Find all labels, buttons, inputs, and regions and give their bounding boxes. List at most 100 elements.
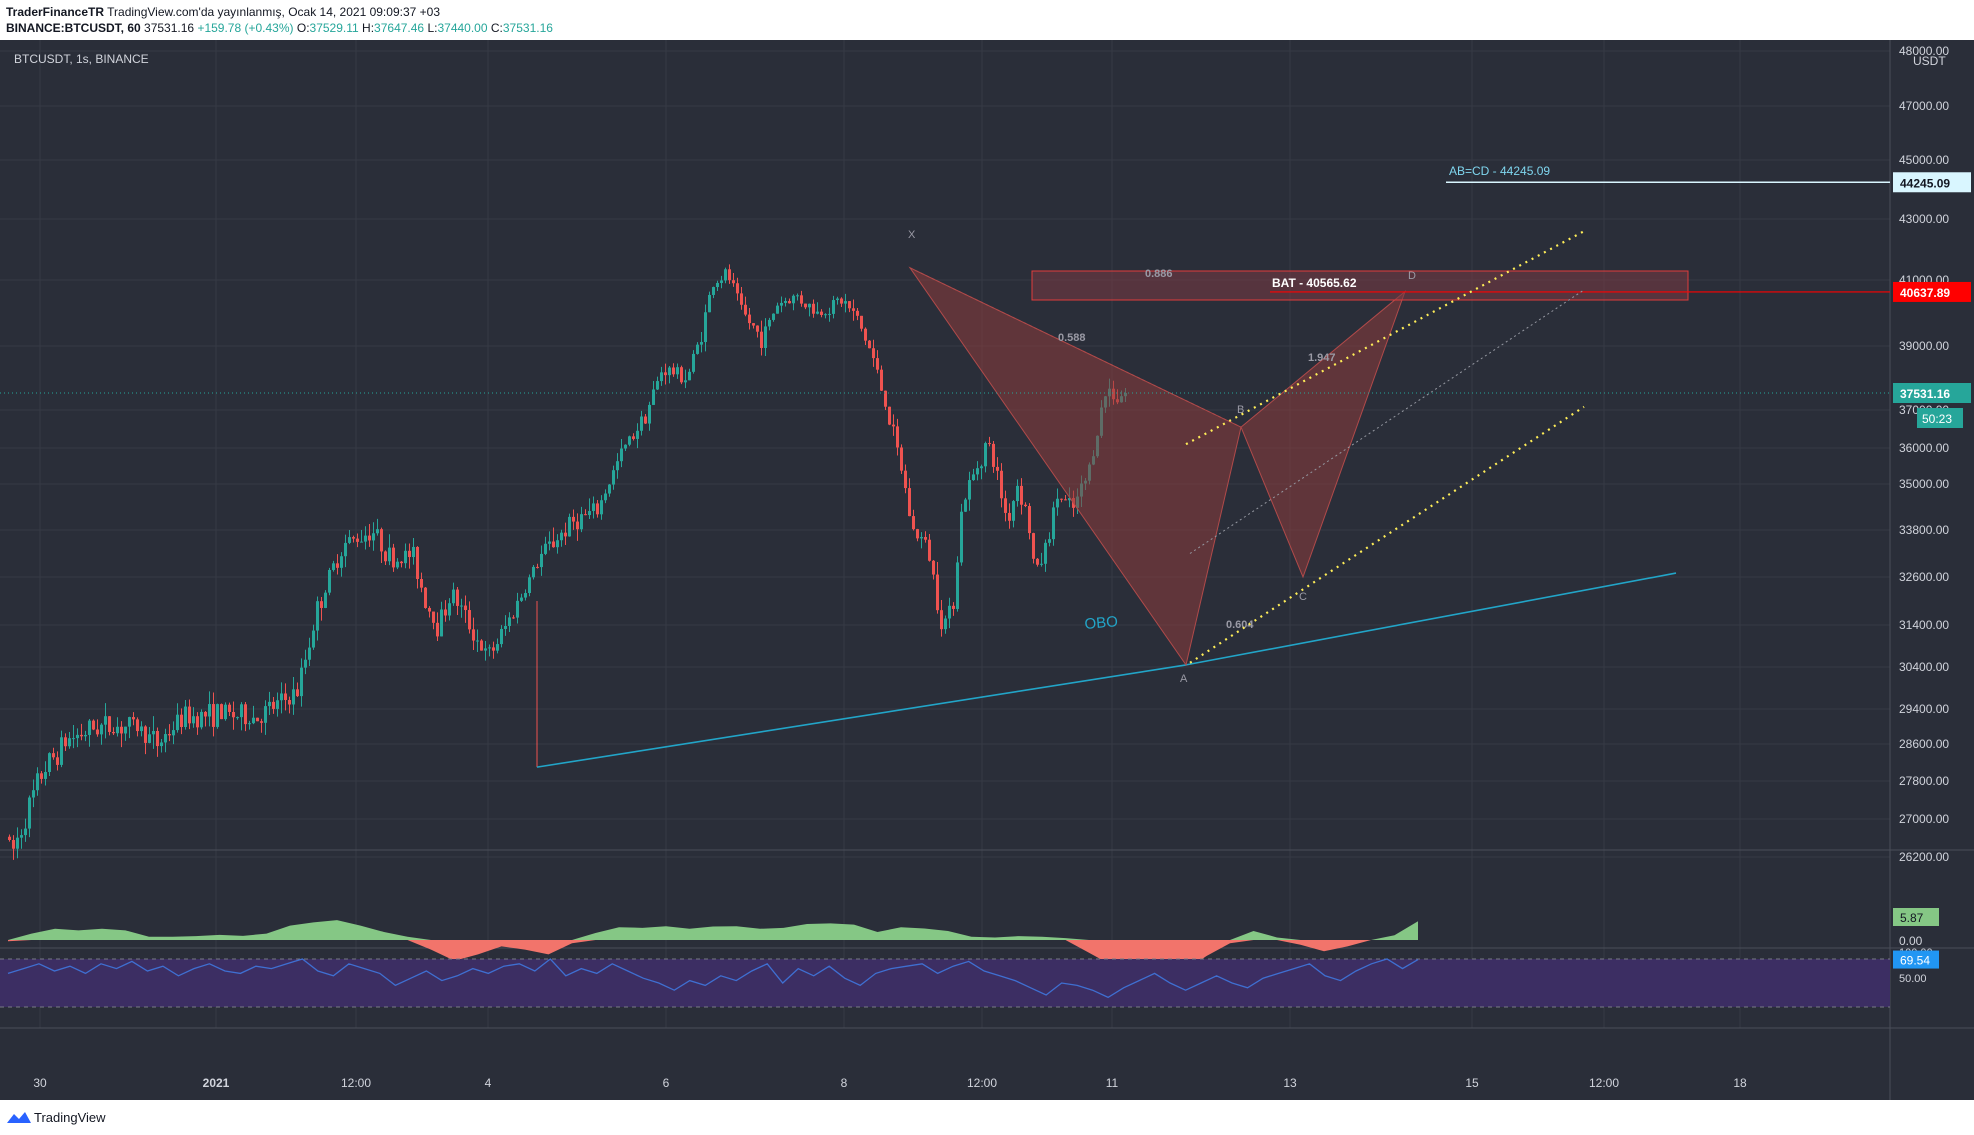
last-price: 37531.16 bbox=[144, 21, 195, 35]
price-tick-label: 36000.00 bbox=[1899, 441, 1949, 455]
candle-body bbox=[244, 704, 247, 725]
currency-label: USDT bbox=[1913, 54, 1946, 68]
footer-brand[interactable]: TradingView bbox=[34, 1110, 106, 1125]
candle bbox=[856, 307, 859, 321]
candle-body bbox=[200, 711, 203, 728]
candle bbox=[568, 513, 571, 537]
candle bbox=[616, 453, 619, 479]
channel-lower bbox=[1189, 405, 1585, 664]
candle bbox=[724, 267, 727, 284]
candle bbox=[936, 561, 939, 614]
candle bbox=[520, 593, 523, 603]
tradingview-logo-icon[interactable] bbox=[6, 1109, 32, 1125]
candle bbox=[236, 716, 239, 720]
candle bbox=[536, 563, 539, 569]
candle bbox=[1004, 490, 1007, 522]
candle-body bbox=[832, 300, 835, 314]
candle bbox=[868, 340, 871, 349]
candle-body bbox=[24, 828, 27, 836]
candle bbox=[360, 529, 363, 543]
candle bbox=[612, 465, 615, 490]
candle-body bbox=[584, 514, 587, 516]
point-a-label: A bbox=[1180, 673, 1188, 685]
publisher-name[interactable]: TraderFinanceTR bbox=[6, 5, 105, 19]
candle bbox=[624, 444, 627, 452]
candle bbox=[264, 700, 267, 735]
candle bbox=[608, 483, 611, 497]
candle bbox=[288, 696, 291, 714]
candle bbox=[1028, 503, 1031, 540]
candle bbox=[824, 313, 827, 319]
fib-0886: 0.886 bbox=[1145, 268, 1173, 280]
candle-body bbox=[340, 556, 343, 568]
candle-body bbox=[784, 301, 787, 303]
candle-body bbox=[624, 444, 627, 449]
candle-body bbox=[88, 720, 91, 735]
chart-header: TraderFinanceTR TradingView.com'da yayın… bbox=[0, 0, 1974, 40]
candle bbox=[544, 536, 547, 556]
candle bbox=[944, 615, 947, 634]
candle-body bbox=[956, 562, 959, 609]
candle-body bbox=[1024, 504, 1027, 507]
time-tick-label: 6 bbox=[663, 1076, 670, 1090]
candle bbox=[436, 612, 439, 641]
time-tick-label: 8 bbox=[841, 1076, 848, 1090]
candle-body bbox=[884, 390, 887, 407]
countdown-label: 50:23 bbox=[1922, 412, 1952, 426]
candle bbox=[740, 287, 743, 310]
candle-body bbox=[96, 729, 99, 735]
candle-body bbox=[288, 699, 291, 705]
price-label-bg bbox=[1893, 281, 1971, 302]
candle bbox=[40, 770, 43, 784]
candle-body bbox=[32, 790, 35, 798]
candle-body bbox=[860, 315, 863, 329]
candle-body bbox=[728, 269, 731, 281]
candle bbox=[464, 595, 467, 623]
candle-body bbox=[872, 348, 875, 359]
candle-body bbox=[684, 380, 687, 383]
candle-body bbox=[656, 381, 659, 390]
rsi-scale-50: 50.00 bbox=[1899, 973, 1927, 985]
candle bbox=[96, 719, 99, 737]
candle-body bbox=[412, 546, 415, 558]
candle bbox=[652, 381, 655, 406]
candle-body bbox=[780, 302, 783, 306]
candle-body bbox=[76, 734, 79, 739]
candle bbox=[1060, 498, 1063, 503]
candle bbox=[752, 323, 755, 329]
candle bbox=[828, 307, 831, 322]
candle bbox=[664, 363, 667, 385]
candle bbox=[508, 612, 511, 633]
candle bbox=[556, 534, 559, 554]
candle-body bbox=[776, 305, 779, 314]
candle-body bbox=[620, 448, 623, 462]
candle-body bbox=[328, 569, 331, 593]
close-value: 37531.16 bbox=[502, 21, 553, 35]
candle-body bbox=[736, 283, 739, 294]
candle bbox=[720, 275, 723, 289]
fib-0588: 0.588 bbox=[1058, 332, 1086, 344]
candle-body bbox=[180, 714, 183, 728]
price-chart[interactable]: BTCUSDT, 1s, BINANCE USDT OBO BAT - 40565.6… bbox=[0, 40, 1974, 1100]
candle bbox=[252, 705, 255, 725]
candle-body bbox=[40, 773, 43, 779]
candle-body bbox=[712, 287, 715, 295]
candle bbox=[424, 586, 427, 609]
candle-body bbox=[456, 589, 459, 606]
candle-body bbox=[816, 311, 819, 314]
candle-body bbox=[292, 689, 295, 705]
candle-body bbox=[404, 550, 407, 564]
candle-body bbox=[428, 607, 431, 612]
candle bbox=[696, 342, 699, 355]
candle-body bbox=[380, 529, 383, 552]
candle bbox=[184, 700, 187, 730]
candle bbox=[248, 720, 251, 730]
candle-body bbox=[852, 308, 855, 311]
candle bbox=[340, 552, 343, 577]
candle-body bbox=[124, 726, 127, 734]
candle bbox=[788, 298, 791, 304]
candle bbox=[956, 556, 959, 612]
candle-body bbox=[524, 593, 527, 598]
candle-body bbox=[548, 541, 551, 544]
